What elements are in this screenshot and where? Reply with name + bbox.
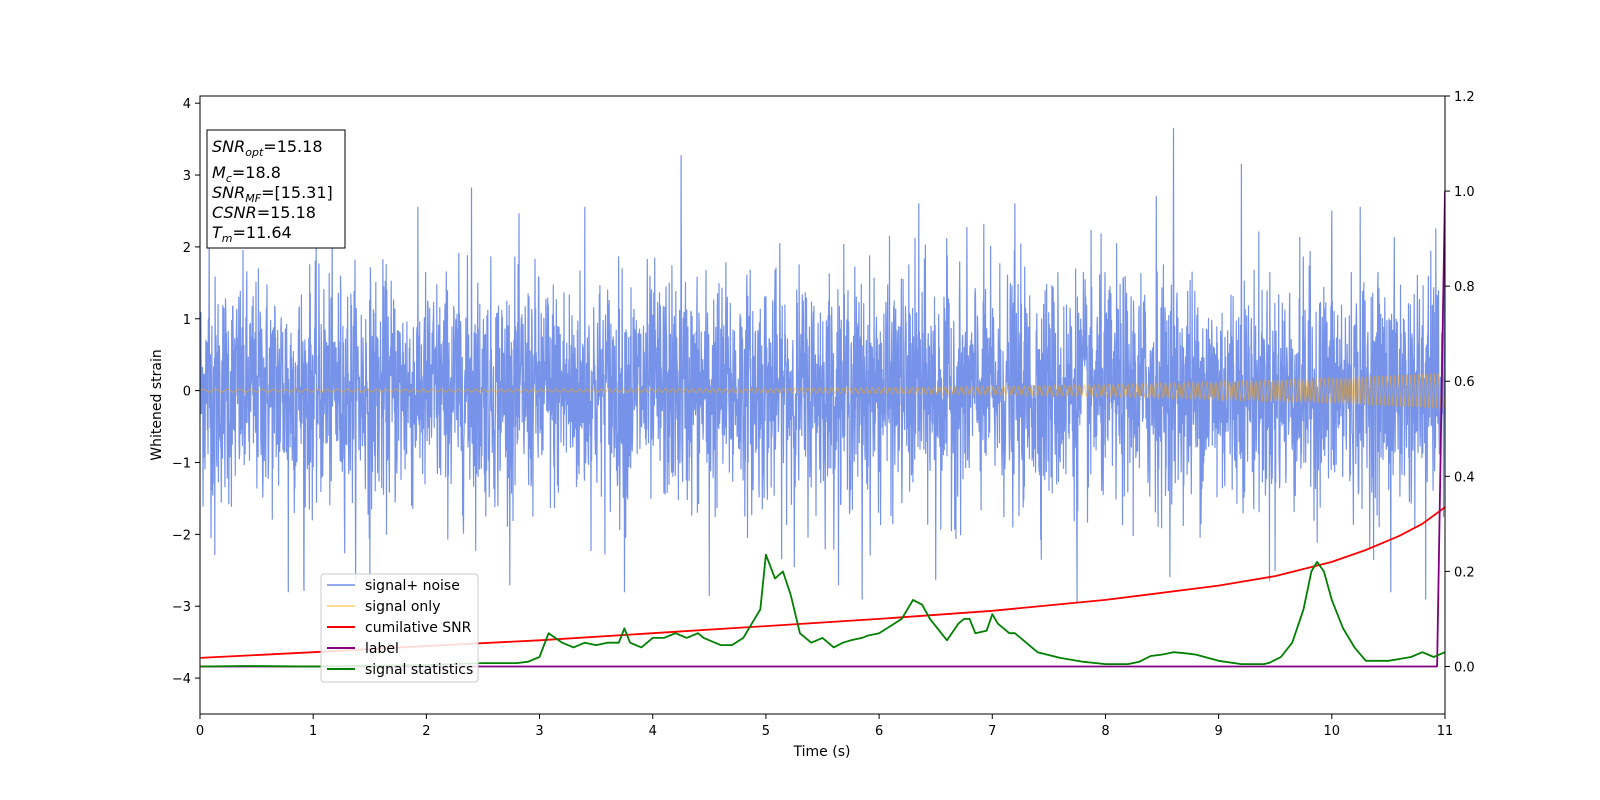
y-right-tick-label: 0.0	[1454, 660, 1475, 675]
y-axis-right: 0.0 0.2 0.4 0.6 0.8 1.0 1.2	[1445, 90, 1475, 675]
info-value: =15.18	[257, 203, 316, 222]
x-tick-label: 1	[309, 724, 317, 739]
info-value: =[15.31]	[261, 183, 333, 202]
y-tick-label: 3	[183, 169, 191, 184]
x-tick-label: 4	[649, 724, 657, 739]
y-right-tick-label: 1.2	[1454, 90, 1475, 105]
y-tick-label: −1	[172, 456, 191, 471]
x-tick-label: 0	[196, 724, 204, 739]
y-tick-label: 2	[183, 241, 191, 256]
info-subscript: opt	[245, 146, 264, 159]
legend-label: cumilative SNR	[365, 620, 472, 636]
y-tick-label: 4	[183, 97, 191, 112]
series-signal-noise-line	[200, 127, 1445, 604]
x-tick-label: 8	[1101, 724, 1109, 739]
y-tick-label: −2	[172, 528, 191, 543]
info-box-frame	[206, 129, 346, 249]
plot-frame	[199, 95, 1446, 715]
y-tick-label: 0	[183, 385, 191, 400]
series-layer	[200, 127, 1445, 668]
legend: signal+ noise signal only cumilative SNR la…	[320, 573, 479, 683]
legend-label: signal only	[365, 599, 440, 615]
info-line: Tm=11.64	[212, 223, 292, 245]
legend-label: label	[365, 641, 399, 657]
info-line: CSNR=15.18	[212, 203, 316, 222]
series-signal-statistics-line	[200, 553, 1445, 668]
info-line: SNRMF=[15.31]	[212, 183, 333, 205]
info-symbol: SNR	[212, 183, 245, 202]
y-tick-label: −3	[172, 600, 191, 615]
info-box: SNRopt=15.18Mc=18.8SNRMF=[15.31]CSNR=15.…	[206, 129, 346, 249]
info-symbol: SNR	[212, 137, 245, 156]
y-axis-left: −4 −3 −2 −1 0 1 2 3 4	[172, 97, 200, 687]
x-axis-label: Time (s)	[793, 744, 851, 760]
series-label-line	[200, 191, 1445, 668]
legend-frame	[320, 573, 479, 683]
x-tick-label: 3	[535, 724, 543, 739]
x-tick-label: 7	[988, 724, 996, 739]
legend-label: signal statistics	[365, 662, 473, 678]
info-line: Mc=18.8	[212, 163, 281, 185]
x-tick-label: 10	[1324, 724, 1341, 739]
info-symbol: M	[212, 163, 226, 182]
x-tick-label: 11	[1437, 724, 1454, 739]
y-tick-label: −4	[172, 672, 191, 687]
y-right-tick-label: 0.6	[1454, 375, 1475, 390]
info-symbol: CSNR	[212, 203, 257, 222]
info-subscript: MF	[245, 192, 261, 205]
y-tick-label: 1	[183, 313, 191, 328]
x-tick-label: 5	[762, 724, 770, 739]
series-signal-only-line	[200, 372, 1445, 410]
info-subscript: c	[226, 172, 232, 185]
info-value: =18.8	[232, 163, 281, 182]
legend-label: signal+ noise	[365, 578, 460, 594]
y-axis-label: Whitened strain	[149, 349, 165, 460]
y-right-tick-label: 0.4	[1454, 470, 1475, 485]
info-value: =11.64	[233, 223, 292, 242]
x-axis: 0 1 2 3 4 5 6 7 8 9 10 11	[196, 714, 1453, 739]
x-tick-label: 2	[422, 724, 430, 739]
y-right-tick-label: 1.0	[1454, 185, 1475, 200]
info-line: SNRopt=15.18	[212, 137, 323, 159]
x-tick-label: 9	[1214, 724, 1222, 739]
info-symbol: T	[212, 223, 223, 242]
series-cumulative-snr-line	[200, 506, 1445, 659]
info-value: =15.18	[263, 137, 322, 156]
y-right-tick-label: 0.8	[1454, 280, 1475, 295]
x-tick-label: 6	[875, 724, 883, 739]
y-right-tick-label: 0.2	[1454, 565, 1475, 580]
info-subscript: m	[222, 232, 233, 245]
